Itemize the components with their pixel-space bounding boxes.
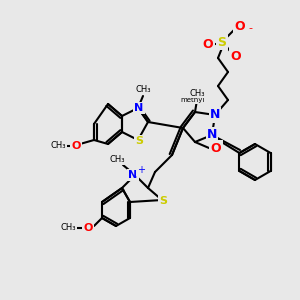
Text: S: S xyxy=(159,196,167,206)
Text: O: O xyxy=(203,38,213,50)
Text: CH₃: CH₃ xyxy=(109,155,125,164)
Text: O: O xyxy=(71,141,81,151)
Text: CH₃: CH₃ xyxy=(135,85,151,94)
Text: CH₃: CH₃ xyxy=(189,88,205,98)
Text: O: O xyxy=(235,20,245,32)
Text: N: N xyxy=(207,128,217,142)
Text: CH₃: CH₃ xyxy=(50,140,66,149)
Text: O: O xyxy=(231,50,241,62)
Text: S: S xyxy=(218,35,226,49)
Text: +: + xyxy=(137,165,145,175)
Text: CH₃: CH₃ xyxy=(60,223,76,232)
Text: N: N xyxy=(210,109,220,122)
Text: methyl: methyl xyxy=(181,97,205,103)
Text: S: S xyxy=(135,136,143,146)
Text: O: O xyxy=(211,142,221,154)
Text: N: N xyxy=(128,170,138,180)
Text: -: - xyxy=(248,23,252,33)
Text: O: O xyxy=(83,223,93,233)
Text: N: N xyxy=(134,103,144,113)
